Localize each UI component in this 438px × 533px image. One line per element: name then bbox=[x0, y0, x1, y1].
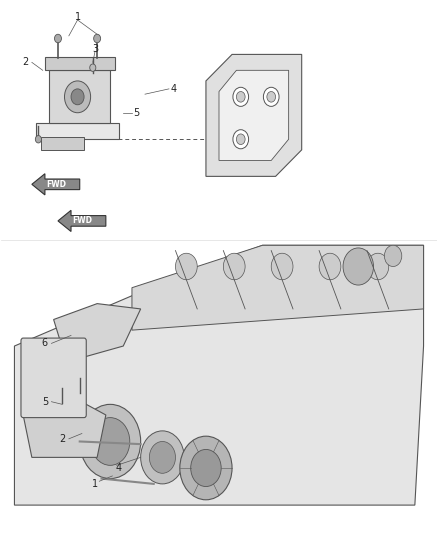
Circle shape bbox=[71, 89, 84, 105]
FancyBboxPatch shape bbox=[41, 136, 84, 150]
Circle shape bbox=[141, 431, 184, 484]
Circle shape bbox=[343, 248, 374, 285]
Circle shape bbox=[149, 441, 176, 473]
Polygon shape bbox=[206, 54, 302, 176]
Text: 3: 3 bbox=[92, 44, 98, 54]
Polygon shape bbox=[132, 245, 424, 330]
Circle shape bbox=[267, 92, 276, 102]
Text: 6: 6 bbox=[42, 338, 48, 349]
Circle shape bbox=[385, 245, 402, 266]
Circle shape bbox=[223, 253, 245, 280]
Circle shape bbox=[54, 34, 61, 43]
Text: 5: 5 bbox=[133, 108, 139, 118]
Circle shape bbox=[263, 87, 279, 107]
Circle shape bbox=[91, 418, 130, 465]
Circle shape bbox=[233, 87, 249, 107]
Polygon shape bbox=[32, 174, 80, 195]
Text: 1: 1 bbox=[74, 12, 81, 22]
Text: 2: 2 bbox=[59, 434, 65, 444]
Circle shape bbox=[237, 92, 245, 102]
FancyBboxPatch shape bbox=[21, 338, 86, 418]
Circle shape bbox=[35, 135, 42, 143]
Polygon shape bbox=[14, 245, 424, 505]
Circle shape bbox=[237, 134, 245, 144]
Circle shape bbox=[94, 34, 101, 43]
FancyBboxPatch shape bbox=[45, 57, 115, 70]
Circle shape bbox=[191, 449, 221, 487]
Polygon shape bbox=[58, 211, 106, 231]
FancyBboxPatch shape bbox=[49, 70, 110, 123]
Circle shape bbox=[57, 403, 67, 416]
Circle shape bbox=[180, 436, 232, 500]
Text: 4: 4 bbox=[170, 84, 177, 94]
Circle shape bbox=[319, 253, 341, 280]
Polygon shape bbox=[219, 70, 289, 160]
Polygon shape bbox=[53, 304, 141, 362]
Text: 2: 2 bbox=[22, 58, 28, 67]
Circle shape bbox=[64, 81, 91, 113]
FancyBboxPatch shape bbox=[36, 123, 119, 139]
Circle shape bbox=[90, 64, 96, 71]
Circle shape bbox=[74, 393, 85, 406]
Text: FWD: FWD bbox=[72, 216, 92, 225]
Circle shape bbox=[233, 130, 249, 149]
Circle shape bbox=[271, 253, 293, 280]
Circle shape bbox=[367, 253, 389, 280]
Polygon shape bbox=[23, 394, 106, 457]
Circle shape bbox=[176, 253, 197, 280]
Text: 1: 1 bbox=[92, 479, 98, 489]
Text: FWD: FWD bbox=[46, 180, 66, 189]
Circle shape bbox=[80, 405, 141, 479]
Text: 4: 4 bbox=[116, 463, 122, 473]
Text: 5: 5 bbox=[42, 397, 48, 407]
